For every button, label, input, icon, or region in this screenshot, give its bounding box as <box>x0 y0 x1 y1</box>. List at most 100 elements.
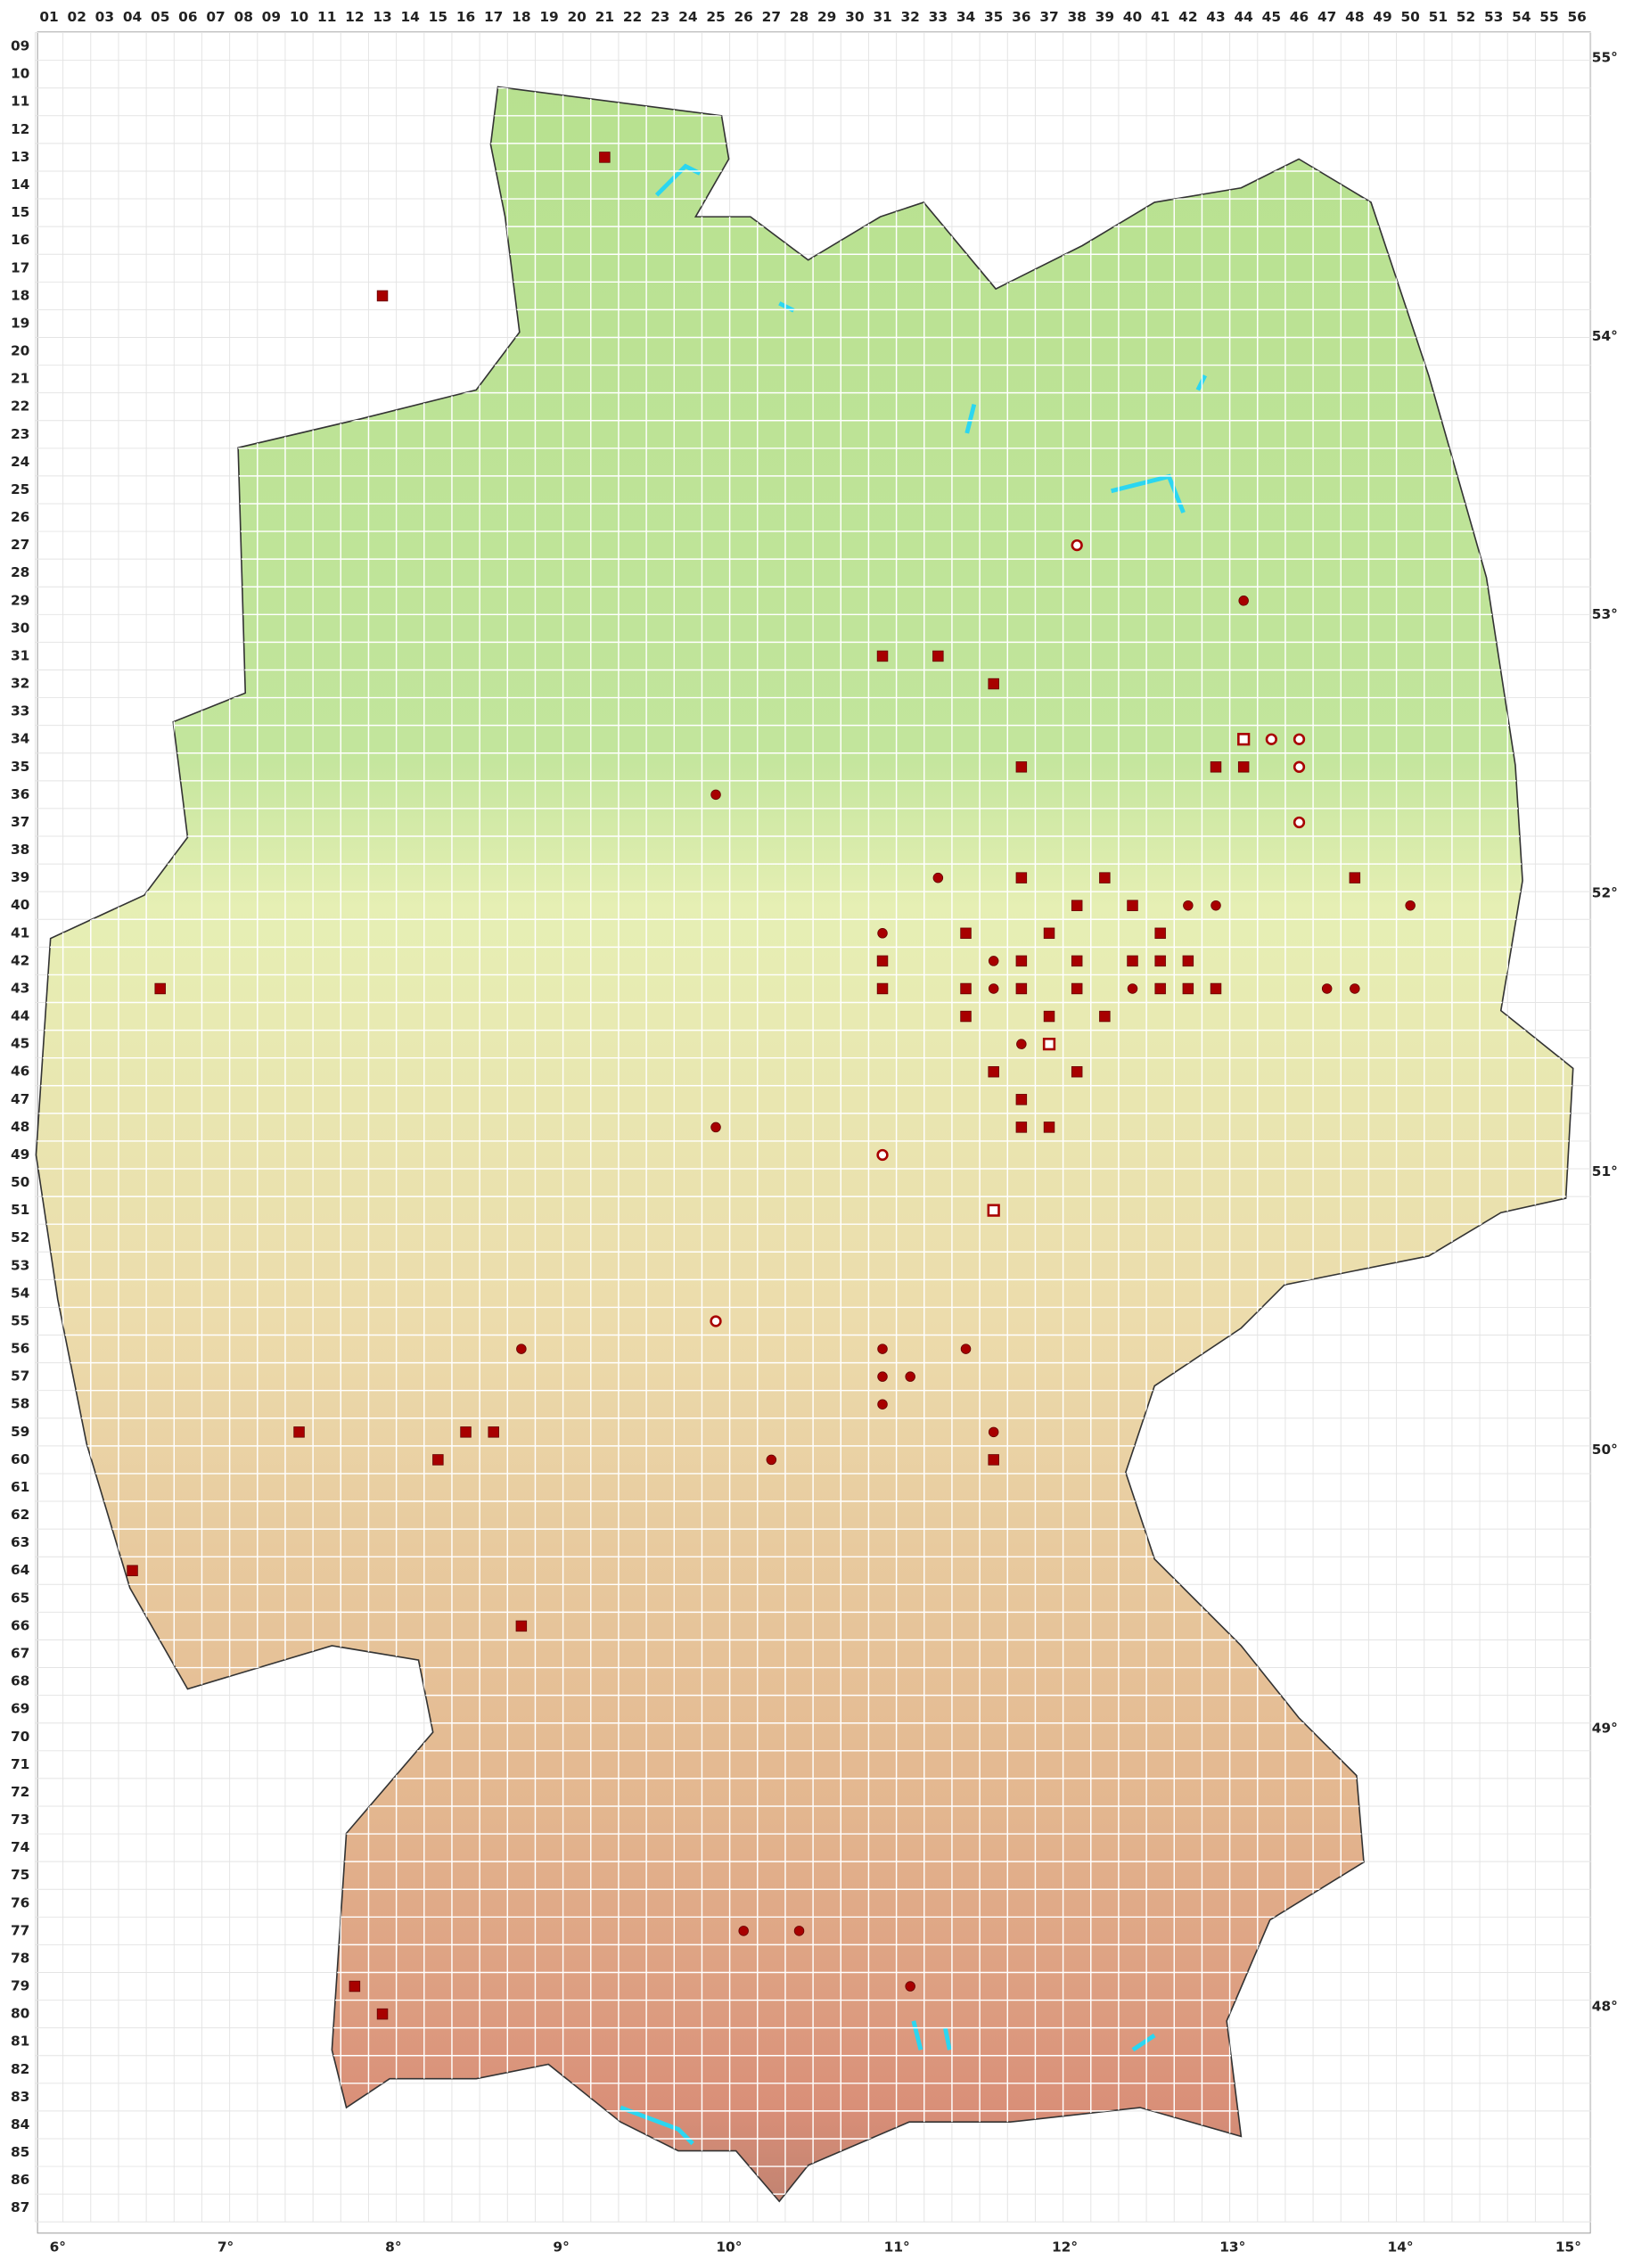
row-label: 47 <box>11 1091 29 1107</box>
row-label: 40 <box>11 897 29 913</box>
row-label: 22 <box>11 399 29 415</box>
row-label: 18 <box>11 287 29 303</box>
marker-square <box>960 927 972 940</box>
marker-square <box>1237 761 1250 773</box>
column-label: 05 <box>151 9 169 25</box>
column-label: 31 <box>873 9 891 25</box>
row-label: 54 <box>11 1285 29 1301</box>
marker-square <box>488 1426 499 1438</box>
marker-circle <box>877 1371 888 1382</box>
row-label: 73 <box>11 1812 29 1828</box>
marker-square <box>432 1454 444 1466</box>
marker-circle <box>710 789 721 801</box>
column-label: 50 <box>1400 9 1419 25</box>
row-label: 37 <box>11 814 29 830</box>
marker-circle <box>932 872 944 883</box>
row-label: 70 <box>11 1729 29 1745</box>
latitude-label: 48° <box>1592 1999 1618 2015</box>
marker-circle <box>738 1926 749 1936</box>
longitude-label: 10° <box>716 2239 742 2256</box>
row-label: 61 <box>11 1479 29 1495</box>
column-label: 43 <box>1206 9 1225 25</box>
marker-square <box>1015 1122 1028 1133</box>
row-label: 09 <box>11 38 29 54</box>
row-label: 75 <box>11 1867 29 1883</box>
row-label: 25 <box>11 481 29 497</box>
marker-square <box>1210 982 1222 995</box>
marker-circle <box>1293 816 1306 829</box>
marker-circle <box>876 1148 889 1162</box>
marker-square <box>876 650 889 662</box>
marker-square <box>599 152 611 163</box>
column-label: 16 <box>456 9 475 25</box>
longitude-label: 13° <box>1219 2239 1245 2256</box>
row-label: 23 <box>11 426 29 442</box>
marker-square <box>460 1426 472 1438</box>
row-label: 26 <box>11 509 29 525</box>
row-label: 76 <box>11 1894 29 1911</box>
marker-square <box>376 290 389 302</box>
marker-circle <box>877 1399 888 1409</box>
longitude-label: 8° <box>385 2239 401 2256</box>
column-label: 18 <box>512 9 530 25</box>
marker-square <box>1182 982 1194 995</box>
marker-circle <box>710 1315 722 1327</box>
row-label: 32 <box>11 676 29 692</box>
column-label: 53 <box>1484 9 1503 25</box>
column-label: 04 <box>123 9 142 25</box>
marker-square <box>1237 733 1251 746</box>
column-label: 52 <box>1457 9 1475 25</box>
row-label: 27 <box>11 537 29 553</box>
marker-square <box>1015 761 1028 773</box>
marker-circle <box>877 1344 888 1354</box>
row-label: 35 <box>11 759 29 775</box>
column-label: 17 <box>484 9 503 25</box>
marker-square <box>932 650 944 662</box>
latitude-label: 51° <box>1592 1163 1618 1179</box>
marker-square <box>1015 872 1028 883</box>
row-label: 42 <box>11 952 29 968</box>
row-label: 60 <box>11 1451 29 1467</box>
marker-circle <box>766 1454 777 1466</box>
marker-circle <box>1293 733 1306 745</box>
row-label: 87 <box>11 2199 29 2215</box>
row-label: 15 <box>11 204 29 220</box>
column-label: 37 <box>1039 9 1058 25</box>
column-label: 07 <box>206 9 225 25</box>
column-label: 46 <box>1290 9 1309 25</box>
row-label: 33 <box>11 703 29 719</box>
column-label: 39 <box>1096 9 1114 25</box>
marker-square <box>960 982 972 995</box>
column-label: 20 <box>567 9 586 25</box>
row-label: 11 <box>11 94 29 110</box>
column-label: 36 <box>1012 9 1030 25</box>
row-label: 21 <box>11 371 29 387</box>
column-label: 32 <box>900 9 919 25</box>
row-label: 29 <box>11 592 29 608</box>
row-label: 56 <box>11 1341 29 1357</box>
column-label: 06 <box>178 9 197 25</box>
column-label: 28 <box>790 9 808 25</box>
marker-circle <box>1183 900 1194 911</box>
row-label: 80 <box>11 2006 29 2022</box>
marker-circle <box>877 928 888 939</box>
marker-circle <box>1350 983 1360 994</box>
row-label: 77 <box>11 1922 29 1938</box>
column-label: 29 <box>817 9 836 25</box>
row-label: 13 <box>11 149 29 165</box>
row-label: 49 <box>11 1146 29 1163</box>
column-label: 21 <box>595 9 614 25</box>
row-label: 64 <box>11 1562 29 1578</box>
labels: 01 02 03 04 05 06 07 08 09 10 11 12 13 14 15 16 17 18 19 20… <box>11 9 1618 2255</box>
row-label: 36 <box>11 786 29 802</box>
latitude-label: 50° <box>1592 1442 1618 1458</box>
column-label: 26 <box>734 9 752 25</box>
latitude-label: 53° <box>1592 606 1618 622</box>
marker-circle <box>1211 900 1221 911</box>
row-label: 39 <box>11 869 29 885</box>
column-label: 01 <box>39 9 58 25</box>
row-label: 28 <box>11 564 29 580</box>
row-label: 74 <box>11 1839 29 1855</box>
row-label: 59 <box>11 1424 29 1440</box>
